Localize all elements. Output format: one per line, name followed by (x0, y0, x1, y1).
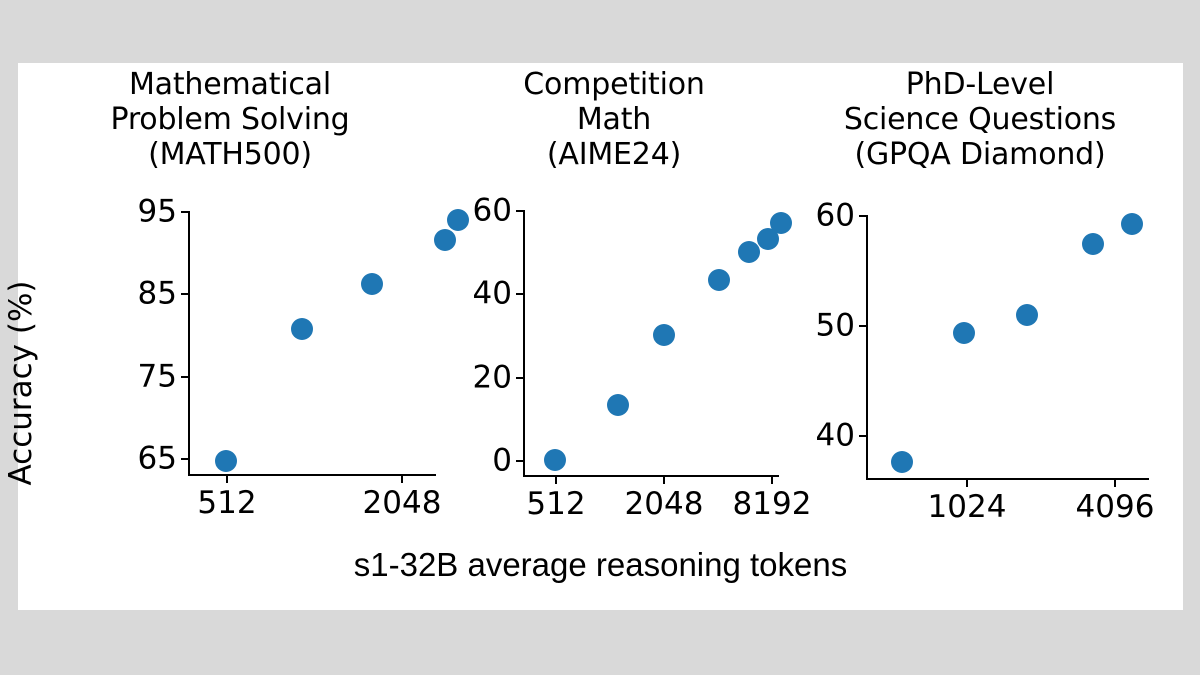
y-tick-mark (516, 210, 523, 212)
x-tick-mark (555, 477, 557, 484)
y-tick-label: 50 (815, 307, 855, 344)
x-tick-label: 2048 (362, 485, 442, 521)
y-tick-label: 95 (137, 193, 177, 230)
x-tick-mark (663, 477, 665, 484)
y-tick-mark (516, 460, 523, 462)
plot-area-gpqa: 60 50 40 1024 4096 (816, 200, 1155, 523)
x-axis-spine (188, 474, 436, 476)
data-point (544, 449, 566, 471)
y-tick-label: 65 (137, 440, 177, 477)
data-point (447, 209, 469, 231)
data-point (891, 451, 913, 473)
x-tick-mark (771, 477, 773, 484)
y-tick-label: 60 (472, 192, 512, 229)
y-tick-mark (859, 215, 866, 217)
y-tick-label: 60 (815, 197, 855, 234)
data-point (708, 269, 730, 291)
x-axis-spine (523, 475, 779, 477)
plot-area-math500: 95 85 75 65 512 2048 (138, 196, 469, 519)
data-point (953, 322, 975, 344)
panel-title-math500: Mathematical Problem Solving (MATH500) (110, 67, 350, 172)
y-tick-mark (859, 325, 866, 327)
data-point (1016, 304, 1038, 326)
panel-aime24: Competition Math (AIME24) 60 40 20 0 512… (438, 63, 812, 610)
y-tick-mark (181, 376, 188, 378)
x-axis-spine (866, 478, 1149, 480)
y-tick-label: 85 (137, 275, 177, 312)
y-axis-spine (523, 210, 525, 477)
y-tick-mark (181, 211, 188, 213)
data-point (770, 212, 792, 234)
y-axis-spine (188, 211, 190, 476)
y-tick-label: 40 (815, 417, 855, 454)
y-tick-mark (181, 458, 188, 460)
y-tick-label: 20 (472, 359, 512, 396)
x-tick-mark (1114, 480, 1116, 487)
x-tick-label: 512 (526, 486, 586, 522)
y-axis-label: Accuracy (%) (3, 280, 39, 486)
y-tick-mark (516, 377, 523, 379)
data-point (653, 324, 675, 346)
panel-math500: Mathematical Problem Solving (MATH500) A… (3, 63, 469, 610)
x-axis-label: s1-32B average reasoning tokens (353, 546, 848, 583)
y-tick-label: 0 (492, 442, 512, 479)
data-point (1082, 233, 1104, 255)
x-tick-label: 512 (197, 485, 257, 521)
y-tick-mark (859, 435, 866, 437)
data-point (291, 318, 313, 340)
panel-gpqa-diamond: PhD-Level Science Questions (GPQA Diamon… (790, 63, 1183, 610)
x-tick-label: 2048 (624, 486, 704, 522)
x-tick-label: 1024 (927, 489, 1007, 525)
figure-card: Mathematical Problem Solving (MATH500) A… (3, 63, 1183, 610)
plot-area-aime24: 60 40 20 0 512 2048 8192 (473, 195, 812, 520)
y-tick-mark (181, 293, 188, 295)
y-tick-mark (516, 293, 523, 295)
data-point (738, 241, 760, 263)
data-point (215, 450, 237, 472)
y-tick-label: 40 (472, 275, 512, 312)
x-tick-mark (401, 476, 403, 483)
x-tick-mark (966, 480, 968, 487)
panel-title-aime24: Competition Math (AIME24) (523, 67, 705, 172)
data-point (607, 394, 629, 416)
data-point (757, 228, 779, 250)
x-tick-mark (226, 476, 228, 483)
data-point (1121, 213, 1143, 235)
data-point (361, 273, 383, 295)
y-tick-label: 75 (137, 358, 177, 395)
x-tick-label: 4096 (1075, 489, 1155, 525)
x-tick-label: 8192 (732, 486, 812, 522)
panel-title-gpqa: PhD-Level Science Questions (GPQA Diamon… (843, 67, 1117, 172)
y-axis-spine (866, 215, 868, 480)
data-point (434, 229, 456, 251)
